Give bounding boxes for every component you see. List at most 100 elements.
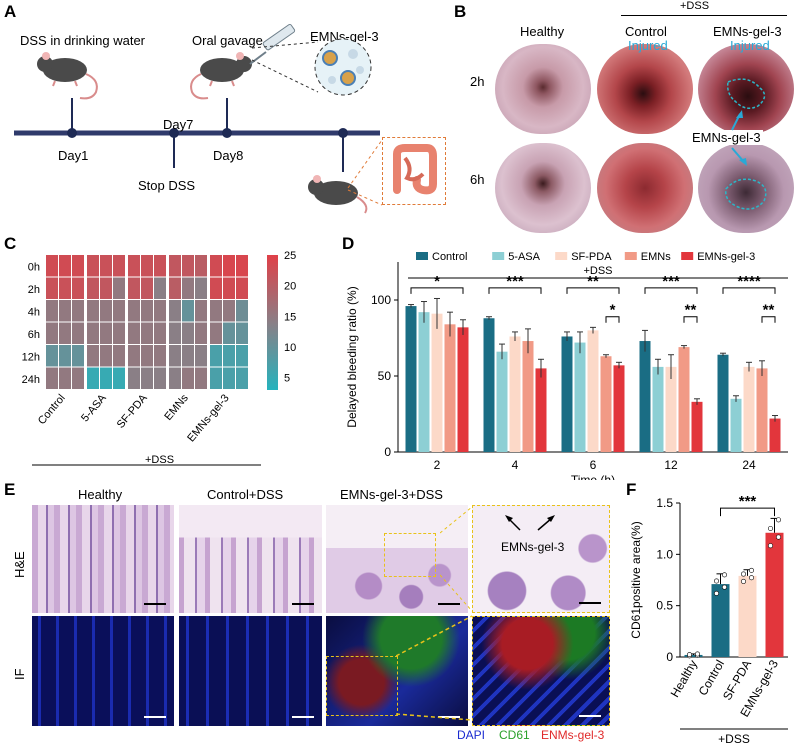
y-tick-label: 50 bbox=[378, 369, 392, 383]
heatmap-cell bbox=[223, 277, 235, 299]
heatmap-cell bbox=[169, 322, 181, 344]
he-inset-arrows bbox=[505, 515, 555, 531]
heatmap-cell bbox=[87, 345, 99, 367]
bar bbox=[738, 575, 757, 657]
bar bbox=[509, 336, 521, 452]
heatmap-col-label: EMNs-gel-3 bbox=[185, 392, 232, 444]
y-tick-label: 0 bbox=[666, 650, 673, 664]
significance-label: * bbox=[610, 302, 616, 319]
bar bbox=[743, 366, 755, 452]
significance-bracket bbox=[683, 316, 698, 323]
heatmap-chart: 0h 2h 4h 6h 12h 24h Control 5-ASA SF-PDA EMNsEMNs… bbox=[22, 250, 296, 466]
heatmap-cell bbox=[87, 300, 99, 322]
data-point bbox=[695, 651, 701, 657]
bar bbox=[711, 584, 730, 657]
heatmap-cell bbox=[59, 367, 71, 389]
pointer-arrows bbox=[731, 110, 747, 166]
row-if: IF bbox=[12, 668, 27, 680]
legend-emns: ENMs-gel-3 bbox=[541, 728, 605, 742]
bar bbox=[652, 366, 664, 452]
heatmap-cell bbox=[46, 322, 58, 344]
legend-swatch bbox=[681, 252, 694, 260]
x-tick-label: 4 bbox=[512, 458, 519, 472]
he-emns bbox=[326, 505, 468, 613]
data-point bbox=[768, 525, 774, 531]
heatmap-group-label: +DSS bbox=[145, 454, 175, 466]
injured-label-control: Injured bbox=[628, 38, 668, 53]
heatmap-cell bbox=[87, 322, 99, 344]
heatmap-cell bbox=[141, 367, 153, 389]
bar bbox=[522, 341, 534, 452]
bar bbox=[600, 356, 612, 452]
significance-label: ** bbox=[763, 302, 775, 319]
heatmap-cell bbox=[141, 277, 153, 299]
heatmap-cell bbox=[113, 367, 125, 389]
col-emns-e: EMNs-gel-3+DSS bbox=[340, 487, 443, 502]
heatmap-cell bbox=[113, 322, 125, 344]
y-axis-label: CD61positive area(%) bbox=[629, 521, 643, 638]
heatmap-cell bbox=[182, 300, 194, 322]
legend-swatch bbox=[555, 252, 568, 260]
heatmap-col-label: Control bbox=[36, 392, 68, 427]
y-tick-label: 1.5 bbox=[656, 496, 673, 510]
heatmap-cell bbox=[154, 345, 166, 367]
panel-d-label: D bbox=[342, 234, 355, 253]
legend-label: Control bbox=[432, 251, 467, 263]
y-tick-label: 1.0 bbox=[656, 547, 673, 561]
heatmap-cell bbox=[223, 300, 235, 322]
data-point bbox=[687, 652, 693, 658]
heatmap-cell bbox=[59, 300, 71, 322]
if-emns-zoom bbox=[472, 616, 610, 726]
he-inset-label: EMNs-gel-3 bbox=[501, 540, 565, 554]
heatmap-cell bbox=[169, 367, 181, 389]
heatmap-cell bbox=[72, 255, 84, 277]
legend-cd61: CD61 bbox=[499, 728, 530, 742]
significance-bracket bbox=[605, 316, 620, 323]
panel-f-label: F bbox=[626, 480, 637, 499]
heatmap-cell bbox=[113, 277, 125, 299]
gel-particle-icon bbox=[314, 38, 372, 96]
bar bbox=[717, 354, 729, 452]
dss-header-line bbox=[621, 15, 787, 16]
heatmap-cell bbox=[182, 322, 194, 344]
colorbar-tick: 10 bbox=[284, 342, 296, 354]
day1-marker bbox=[67, 128, 77, 138]
bar bbox=[691, 401, 703, 452]
heatmap-cell bbox=[100, 255, 112, 277]
heatmap-cell bbox=[169, 255, 181, 277]
col-healthy-e: Healthy bbox=[78, 487, 123, 502]
significance-label: ** bbox=[587, 273, 599, 290]
col-control-e: Control+DSS bbox=[207, 487, 284, 502]
panel-a-label: A bbox=[4, 2, 17, 21]
y-axis-label: Delayed bleeding ratio (%) bbox=[345, 286, 359, 427]
heatmap-cell bbox=[223, 345, 235, 367]
col-healthy: Healthy bbox=[520, 24, 565, 39]
significance-label: *** bbox=[662, 273, 680, 290]
significance-label: ** bbox=[685, 302, 697, 319]
endoscopy-control-2h bbox=[597, 44, 693, 134]
heatmap-cell bbox=[236, 300, 248, 322]
data-point bbox=[749, 575, 755, 581]
heatmap-cell bbox=[46, 255, 58, 277]
legend-label: 5-ASA bbox=[508, 251, 540, 263]
heatmap-cell bbox=[113, 345, 125, 367]
legend-swatch bbox=[624, 252, 637, 260]
heatmap-cell bbox=[46, 277, 58, 299]
bar bbox=[684, 654, 703, 657]
heatmap-row-label: 2h bbox=[28, 284, 40, 296]
heatmap-cell bbox=[46, 300, 58, 322]
heatmap-cell bbox=[128, 300, 140, 322]
heatmap-cell bbox=[195, 255, 207, 277]
heatmap-cell bbox=[59, 322, 71, 344]
heatmap-cell bbox=[236, 255, 248, 277]
heatmap-cell bbox=[128, 345, 140, 367]
y-tick-label: 100 bbox=[371, 293, 391, 307]
significance-label: **** bbox=[737, 273, 761, 290]
bar bbox=[444, 324, 456, 452]
significance-label: *** bbox=[739, 493, 757, 510]
heatmap-cell bbox=[128, 322, 140, 344]
panel-c-label: C bbox=[4, 234, 17, 253]
significance-bracket bbox=[722, 287, 776, 294]
heatmap-cell bbox=[195, 277, 207, 299]
legend-label: EMNs-gel-3 bbox=[697, 251, 755, 263]
